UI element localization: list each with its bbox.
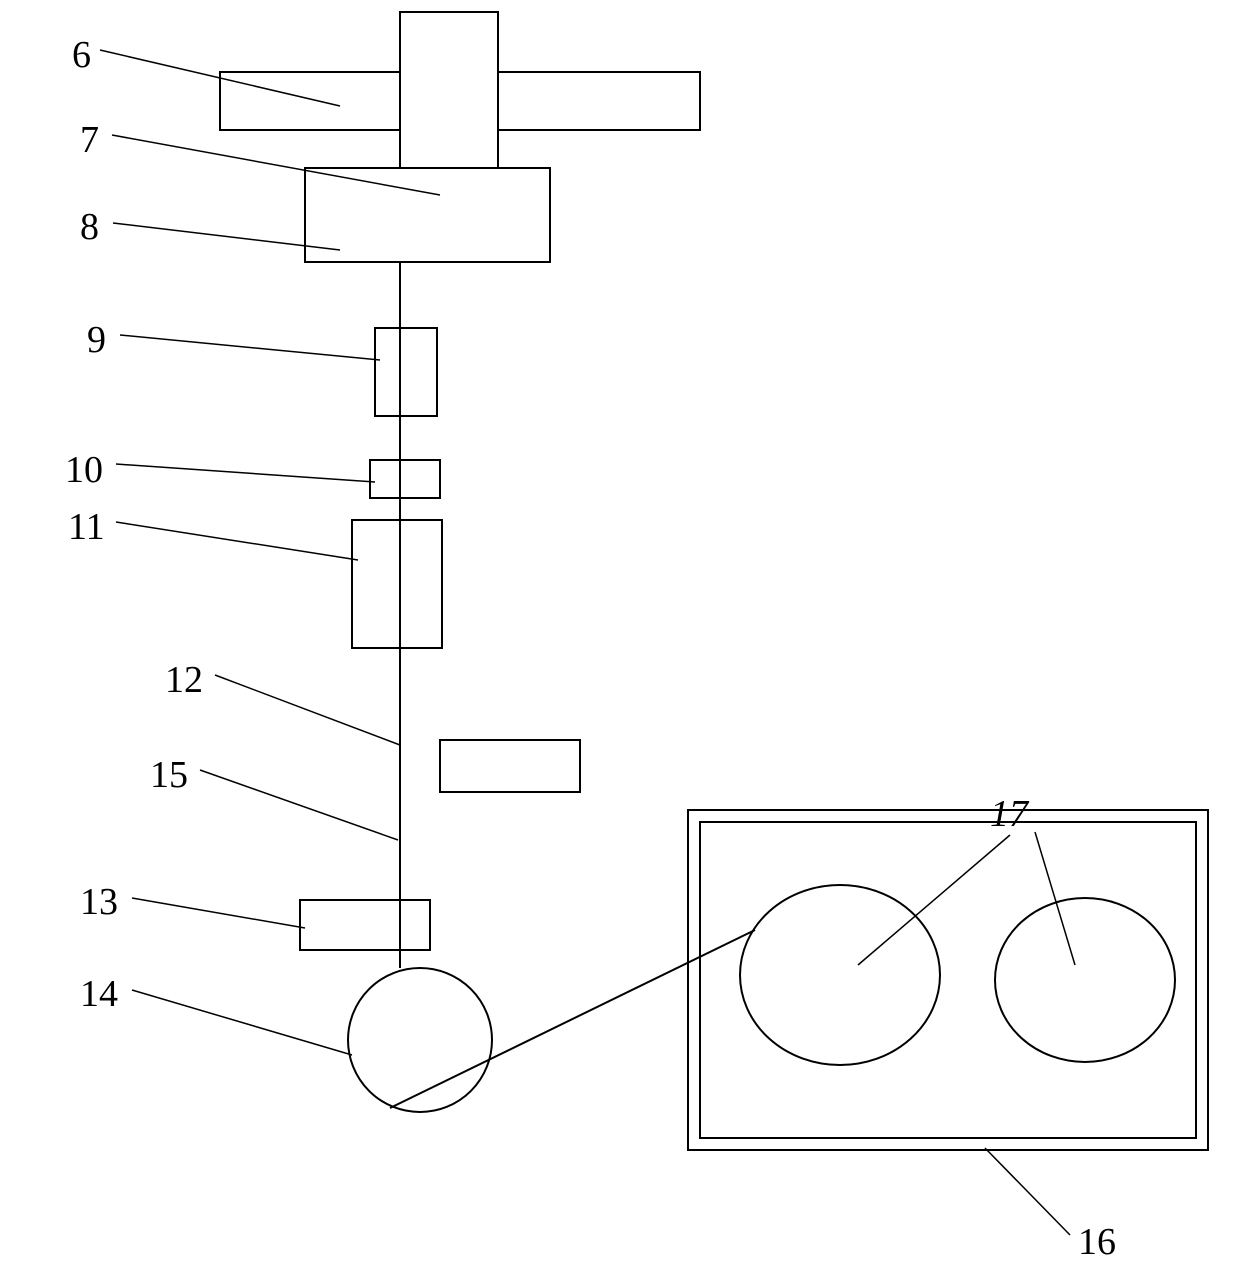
label-10: 10 xyxy=(65,448,103,492)
label-15: 15 xyxy=(150,753,188,797)
diagram-canvas: 6 7 8 9 10 11 12 15 13 14 17 16 xyxy=(0,0,1240,1267)
ellipse-17-left xyxy=(740,885,940,1065)
box-10 xyxy=(370,460,440,498)
leader-l9 xyxy=(120,335,380,360)
circle-14 xyxy=(348,968,492,1112)
label-7: 7 xyxy=(80,118,99,162)
label-6: 6 xyxy=(72,33,91,77)
label-9: 9 xyxy=(87,318,106,362)
leader-l15 xyxy=(200,770,398,840)
box-9 xyxy=(375,328,437,416)
label-17: 17 xyxy=(990,792,1028,836)
leader-l12 xyxy=(215,675,400,745)
ellipse-17-right xyxy=(995,898,1175,1062)
box-8 xyxy=(305,168,550,262)
leader-l16 xyxy=(985,1148,1070,1235)
label-13: 13 xyxy=(80,880,118,924)
box-12 xyxy=(440,740,580,792)
label-11: 11 xyxy=(68,505,105,549)
box-11 xyxy=(352,520,442,648)
label-8: 8 xyxy=(80,205,99,249)
leader-l7 xyxy=(112,135,440,195)
label-12: 12 xyxy=(165,658,203,702)
leader-l10 xyxy=(116,464,375,482)
label-16: 16 xyxy=(1078,1220,1116,1264)
diagram-svg xyxy=(0,0,1240,1267)
label-14: 14 xyxy=(80,972,118,1016)
leader-l14 xyxy=(132,990,352,1055)
leader-l13 xyxy=(132,898,305,928)
box-13 xyxy=(300,900,430,950)
leader-l11 xyxy=(116,522,358,560)
